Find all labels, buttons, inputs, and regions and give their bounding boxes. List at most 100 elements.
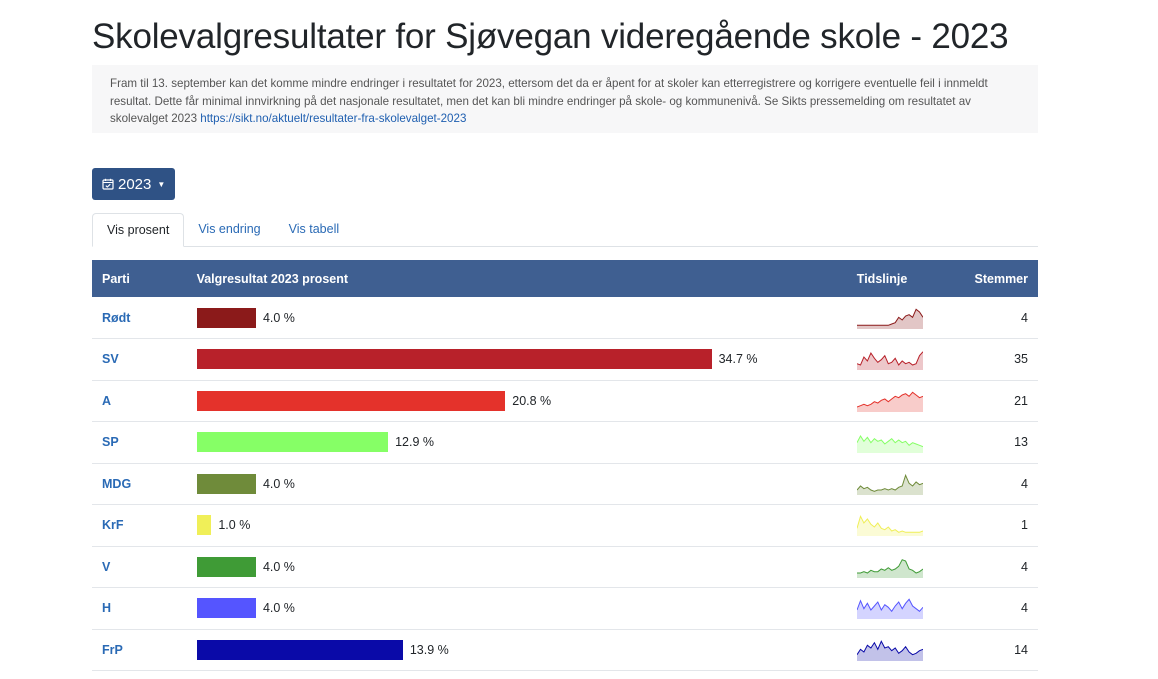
table-row: V 4.0 % 4	[92, 546, 1038, 588]
timeline-cell	[847, 422, 965, 464]
party-cell: Rødt	[92, 297, 187, 339]
calendar-check-icon	[102, 178, 114, 190]
timeline-cell	[847, 546, 965, 588]
tab-vis-tabell[interactable]: Vis tabell	[288, 222, 340, 236]
table-row: SV 34.7 % 35	[92, 339, 1038, 381]
sparkline-line	[856, 558, 923, 574]
result-cell: 4.0 %	[187, 546, 847, 588]
votes-cell: 4	[1021, 476, 1028, 491]
header-timeline: Tidslinje	[856, 271, 908, 286]
result-cell: 20.8 %	[187, 380, 847, 422]
timeline-sparkline	[856, 308, 923, 329]
table-row: SP 12.9 % 13	[92, 422, 1038, 464]
party-cell: MDG	[92, 463, 187, 505]
sparkline-line	[856, 598, 923, 613]
party-cell: H	[92, 588, 187, 630]
timeline-sparkline	[856, 598, 923, 620]
party-link[interactable]: MDG	[102, 476, 132, 491]
sparkline-area	[856, 308, 923, 329]
result-cell: 12.9 %	[187, 422, 847, 464]
caret-down-icon: ▼	[157, 179, 166, 189]
header-result: Valgresultat 2023 prosent	[196, 271, 349, 286]
result-bar	[196, 307, 256, 328]
table-row: KrF 1.0 % 1	[92, 505, 1038, 547]
party-link[interactable]: H	[102, 601, 112, 616]
result-bar	[196, 598, 256, 619]
party-cell: FrP	[92, 629, 187, 671]
votes-cell: 4	[1021, 310, 1028, 325]
party-link[interactable]: A	[102, 393, 112, 408]
result-cell: 4.0 %	[187, 588, 847, 630]
party-link[interactable]: FrP	[102, 642, 123, 657]
timeline-sparkline	[856, 473, 923, 495]
party-link[interactable]: V	[102, 559, 111, 574]
party-cell: KrF	[92, 505, 187, 547]
table-row: FrP 13.9 % 14	[92, 629, 1038, 671]
header-votes: Stemmer	[974, 271, 1029, 286]
result-bar	[196, 473, 256, 494]
timeline-sparkline	[856, 435, 923, 454]
result-percent: 4.0 %	[262, 559, 295, 574]
notice-text: Fram til 13. september kan det komme min…	[110, 77, 988, 125]
result-bar	[196, 556, 256, 577]
party-cell: SV	[92, 339, 187, 381]
votes-cell: 21	[1014, 393, 1028, 408]
party-cell: V	[92, 546, 187, 588]
sparkline-line	[856, 473, 923, 492]
sparkline-area	[856, 641, 923, 661]
header-party: Parti	[102, 271, 130, 286]
timeline-sparkline	[856, 515, 923, 537]
votes-cell: 13	[1014, 435, 1028, 450]
party-cell: SP	[92, 422, 187, 464]
result-percent: 1.0 %	[218, 518, 251, 533]
sparkline-area	[856, 392, 923, 412]
timeline-cell	[847, 339, 965, 381]
result-percent: 4.0 %	[262, 310, 295, 325]
party-link[interactable]: SV	[102, 352, 119, 367]
sparkline-line	[856, 351, 923, 367]
view-tabs: Vis prosent Vis endring Vis tabell	[92, 213, 1038, 247]
timeline-cell	[847, 588, 965, 630]
votes-cell: 14	[1014, 642, 1028, 657]
notice-box: Fram til 13. september kan det komme min…	[92, 65, 1038, 133]
table-row: H 4.0 % 4	[92, 588, 1038, 630]
party-link[interactable]: KrF	[102, 518, 124, 533]
result-bar	[196, 639, 403, 660]
result-percent: 4.0 %	[262, 601, 295, 616]
table-row: Rødt 4.0 % 4	[92, 297, 1038, 339]
page-title: Skolevalgresultater for Sjøvegan videreg…	[92, 17, 1009, 56]
timeline-sparkline	[856, 351, 923, 371]
notice-link[interactable]: https://sikt.no/aktuelt/resultater-fra-s…	[200, 112, 467, 125]
tab-vis-endring[interactable]: Vis endring	[198, 222, 261, 236]
timeline-cell	[847, 297, 965, 339]
result-percent: 13.9 %	[409, 642, 449, 657]
votes-cell: 1	[1021, 518, 1028, 533]
result-bar	[196, 432, 389, 453]
result-cell: 4.0 %	[187, 463, 847, 505]
sparkline-line	[856, 515, 923, 534]
party-link[interactable]: Rødt	[102, 310, 131, 325]
sparkline-line	[856, 639, 923, 656]
sparkline-area	[856, 516, 923, 537]
result-bar	[196, 349, 712, 370]
votes-cell: 35	[1014, 352, 1028, 367]
result-cell: 4.0 %	[187, 297, 847, 339]
votes-cell: 4	[1021, 559, 1028, 574]
result-percent: 34.7 %	[718, 352, 758, 367]
timeline-sparkline	[856, 558, 923, 578]
sparkline-line	[856, 435, 923, 448]
year-dropdown-button[interactable]: 2023 ▼	[92, 168, 175, 200]
timeline-cell	[847, 463, 965, 505]
sparkline-line	[856, 391, 923, 408]
table-header-row: Parti Valgresultat 2023 prosent Tidslinj…	[92, 260, 1038, 297]
votes-cell: 4	[1021, 601, 1028, 616]
tab-vis-prosent[interactable]: Vis prosent	[92, 213, 185, 247]
year-label: 2023	[118, 175, 152, 193]
result-bar	[196, 390, 506, 411]
result-percent: 4.0 %	[262, 476, 295, 491]
party-cell: A	[92, 380, 187, 422]
result-percent: 20.8 %	[512, 393, 552, 408]
party-link[interactable]: SP	[102, 435, 119, 450]
result-percent: 12.9 %	[395, 435, 434, 450]
result-cell: 13.9 %	[187, 629, 847, 671]
